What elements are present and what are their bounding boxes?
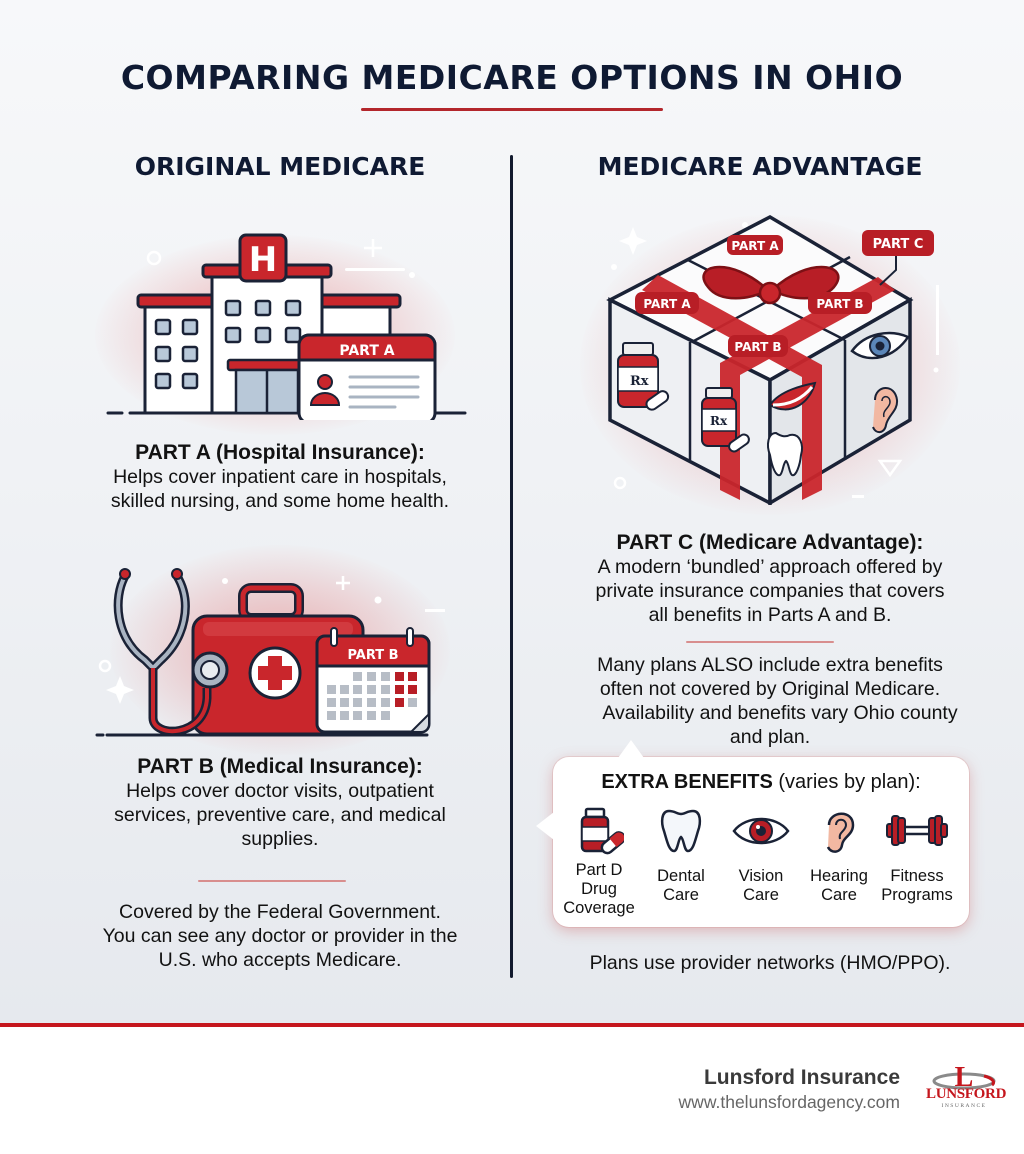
bundled-gift-box-icon: PART A PART A PART B PART B PART C Rx Rx — [606, 214, 939, 505]
benefit-fitness: Fitness Programs — [877, 807, 957, 905]
note-line-1: Covered by the Federal Government. — [119, 901, 441, 923]
extra-line-4: and plan. — [729, 726, 811, 748]
eye-icon — [732, 817, 790, 845]
ear-icon — [826, 812, 855, 853]
part-c-description: PART C (Medicare Advantage): A modern ‘b… — [540, 530, 1000, 627]
svg-text:H: H — [249, 240, 277, 280]
benefit-hearing-label: Hearing Care — [810, 867, 868, 904]
extra-benefits-title-rest: (varies by plan): — [772, 771, 921, 793]
extra-benefits-card: EXTRA BENEFITS (varies by plan): Part D … — [553, 757, 969, 927]
svg-text:Rx: Rx — [630, 374, 649, 389]
benefit-hearing: Hearing Care — [799, 807, 879, 905]
part-b-body-line-1: Helps cover doctor visits, outpatient — [126, 780, 434, 802]
part-c-heading: PART C (Medicare Advantage): — [616, 531, 924, 554]
benefit-part-d: Part D Drug Coverage — [559, 807, 639, 918]
card-pointer-top — [618, 740, 644, 758]
benefit-dental: Dental Care — [641, 807, 721, 905]
hospital-icon: H PART A — [106, 233, 467, 420]
left-section-rule — [198, 880, 346, 882]
part-c-body-line-1: A modern ‘bundled’ approach offered by — [597, 556, 943, 578]
provider-network-note: Plans use provider networks (HMO/PPO). — [589, 952, 951, 974]
dumbbell-icon — [886, 815, 948, 846]
part-a-body-line-1: Helps cover inpatient care in hospitals, — [113, 466, 447, 488]
extra-benefits-intro: Many plans ALSO include extra benefits o… — [540, 653, 1000, 749]
tooth-icon — [660, 809, 702, 853]
company-website-link[interactable]: www.thelunsfordagency.com — [678, 1092, 900, 1112]
svg-text:PART A: PART A — [339, 343, 394, 359]
title-underline — [361, 108, 663, 111]
svg-text:PART B: PART B — [816, 297, 863, 311]
part-b-description: PART B (Medical Insurance): Helps cover … — [60, 754, 500, 851]
svg-text:L: L — [955, 1062, 974, 1090]
card-pointer-left — [536, 812, 554, 840]
part-b-body-line-3: supplies. — [241, 828, 319, 850]
note-line-3: U.S. who accepts Medicare. — [158, 949, 402, 971]
benefit-vision: Vision Care — [721, 807, 801, 905]
svg-text:PART B: PART B — [734, 340, 781, 354]
logo-swoosh-icon: L — [932, 1062, 996, 1090]
part-b-heading: PART B (Medical Insurance): — [137, 755, 423, 778]
original-medicare-heading: ORIGINAL MEDICARE — [134, 152, 426, 181]
benefit-part-d-label: Part D Drug Coverage — [563, 861, 635, 917]
svg-text:PART A: PART A — [731, 239, 779, 253]
medical-bag-stethoscope-icon: PART B — [95, 568, 445, 737]
benefit-fitness-label: Fitness Programs — [881, 867, 953, 904]
benefit-vision-label: Vision Care — [738, 867, 784, 904]
part-a-description: PART A (Hospital Insurance): Helps cover… — [60, 440, 500, 513]
footer-accent-bar — [0, 1023, 1024, 1027]
note-line-2: You can see any doctor or provider in th… — [102, 925, 458, 947]
right-section-rule — [686, 641, 834, 643]
page-title: COMPARING MEDICARE OPTIONS IN OHIO — [120, 58, 904, 97]
logo-wordmark: LUNSFORD — [926, 1086, 1007, 1102]
part-a-body-line-2: skilled nursing, and some home health. — [110, 490, 450, 512]
original-medicare-note: Covered by the Federal Government. You c… — [60, 900, 500, 972]
svg-text:PART B: PART B — [347, 648, 398, 663]
extra-benefits-title-bold: EXTRA BENEFITS — [601, 771, 773, 793]
benefit-dental-label: Dental Care — [657, 867, 705, 904]
extra-line-2: often not covered by Original Medicare. — [599, 678, 941, 700]
extra-benefits-title: EXTRA BENEFITS (varies by plan): — [553, 771, 969, 794]
medicare-advantage-heading: MEDICARE ADVANTAGE — [597, 152, 923, 181]
lunsford-logo: L LUNSFORD INSURANCE — [926, 1062, 1007, 1112]
part-c-body-line-2: private insurance companies that covers — [595, 580, 945, 602]
column-divider — [510, 155, 513, 978]
extra-line-1: Many plans ALSO include extra benefits — [597, 654, 943, 676]
svg-text:PART C: PART C — [873, 237, 924, 252]
part-a-heading: PART A (Hospital Insurance): — [135, 441, 425, 464]
logo-subtitle: INSURANCE — [941, 1103, 987, 1109]
infographic-canvas: COMPARING MEDICARE OPTIONS IN OHIO ORIGI… — [0, 0, 1024, 1025]
part-b-body-line-2: services, preventive care, and medical — [114, 804, 446, 826]
svg-text:PART A: PART A — [643, 297, 691, 311]
svg-text:Rx: Rx — [710, 414, 728, 428]
extra-line-3: Availability and benefits vary Ohio coun… — [602, 702, 958, 724]
part-c-body-line-3: all benefits in Parts A and B. — [648, 604, 892, 626]
pill-bottle-icon — [580, 807, 624, 855]
company-name: Lunsford Insurance — [703, 1066, 900, 1089]
